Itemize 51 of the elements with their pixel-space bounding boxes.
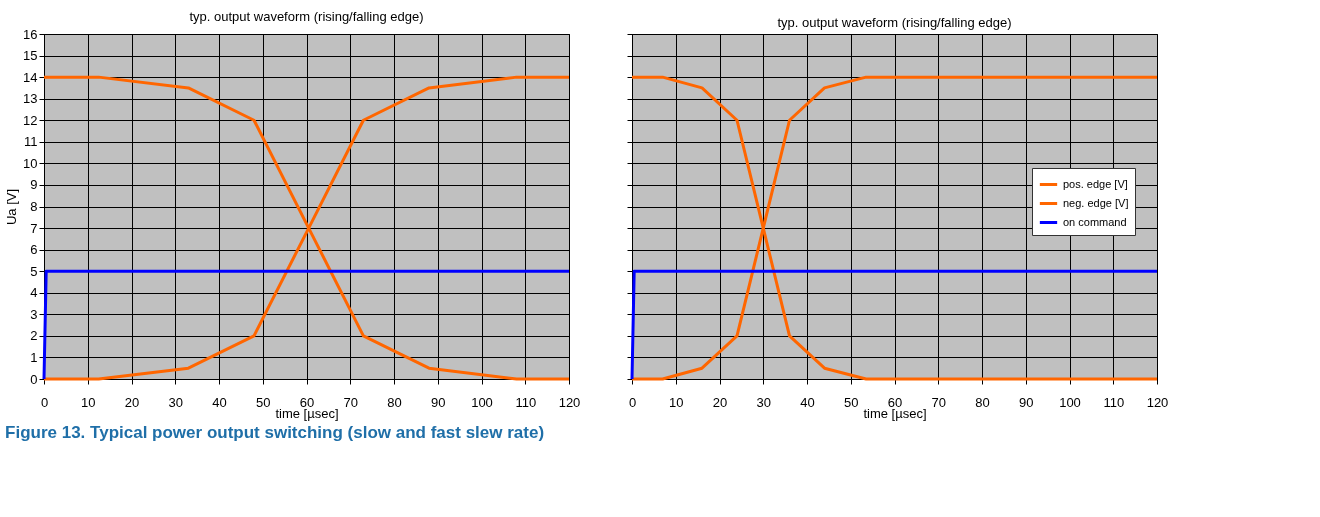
y-tick-label: 13 bbox=[23, 91, 38, 107]
y-tick-label: 14 bbox=[23, 69, 38, 85]
line-series bbox=[42, 75, 571, 381]
x-tick-label: 120 bbox=[558, 394, 581, 410]
x-tick-label: 110 bbox=[515, 394, 537, 410]
x-tick-label: 70 bbox=[343, 394, 358, 410]
y-axis-title: Ua [V] bbox=[4, 188, 20, 226]
x-tick-label: 80 bbox=[975, 394, 990, 410]
caption: Figure 13. Typical power output switching (slow and fast slew rate) bbox=[5, 422, 545, 442]
x-tick-label: 40 bbox=[800, 394, 815, 410]
x-tick-label: 30 bbox=[756, 394, 771, 410]
x-tick-label: 90 bbox=[431, 394, 446, 410]
y-tick-label: 1 bbox=[30, 349, 38, 365]
x-tick-label: 110 bbox=[1103, 394, 1125, 410]
y-tick-label: 4 bbox=[30, 285, 38, 301]
y-tick-label: 0 bbox=[30, 371, 38, 387]
x-tick-label: 10 bbox=[81, 394, 96, 410]
y-tick-label: 10 bbox=[23, 155, 38, 171]
y-tick-label: 12 bbox=[23, 112, 38, 128]
y-tick-label: 2 bbox=[30, 328, 38, 344]
y-tick-label: 16 bbox=[23, 26, 38, 42]
x-tick-label: 90 bbox=[1019, 394, 1034, 410]
x-tick-label: 60 bbox=[887, 394, 903, 410]
legend-label: on command bbox=[1063, 215, 1127, 228]
x-tick-label: 0 bbox=[628, 394, 637, 410]
x-tick-label: 40 bbox=[212, 394, 227, 410]
y-tick-label: 11 bbox=[24, 134, 38, 150]
y-tick-label: 9 bbox=[30, 177, 38, 193]
chart-title: typ. output waveform (rising/falling edge) bbox=[189, 9, 424, 24]
x-tick-label: 10 bbox=[669, 394, 684, 410]
legend-label: pos. edge [V] bbox=[1063, 177, 1128, 190]
y-tick-label: 5 bbox=[30, 263, 38, 279]
x-tick-label: 100 bbox=[1059, 394, 1081, 410]
y-tick-label: 3 bbox=[30, 306, 38, 322]
y-tick-label: 15 bbox=[23, 48, 38, 64]
x-tick-label: 80 bbox=[387, 394, 402, 410]
x-tick-label: 70 bbox=[931, 394, 946, 410]
x-tick-label: 50 bbox=[256, 394, 271, 410]
x-tick-label: 120 bbox=[1146, 394, 1169, 410]
chart-title: typ. output waveform (rising/falling edge) bbox=[777, 14, 1012, 30]
x-tick-label: 20 bbox=[124, 394, 140, 410]
x-tick-label: 0 bbox=[40, 394, 49, 410]
legend-label: neg. edge [V] bbox=[1063, 196, 1129, 209]
x-tick-label: 30 bbox=[168, 394, 183, 410]
x-tick-label: 60 bbox=[299, 394, 315, 410]
x-tick-label: 20 bbox=[712, 394, 728, 410]
y-tick-label: 8 bbox=[30, 199, 38, 214]
x-tick-label: 50 bbox=[844, 394, 859, 410]
y-tick-label: 6 bbox=[30, 242, 38, 258]
y-tick-label: 7 bbox=[30, 220, 38, 236]
x-tick-label: 100 bbox=[471, 394, 493, 410]
